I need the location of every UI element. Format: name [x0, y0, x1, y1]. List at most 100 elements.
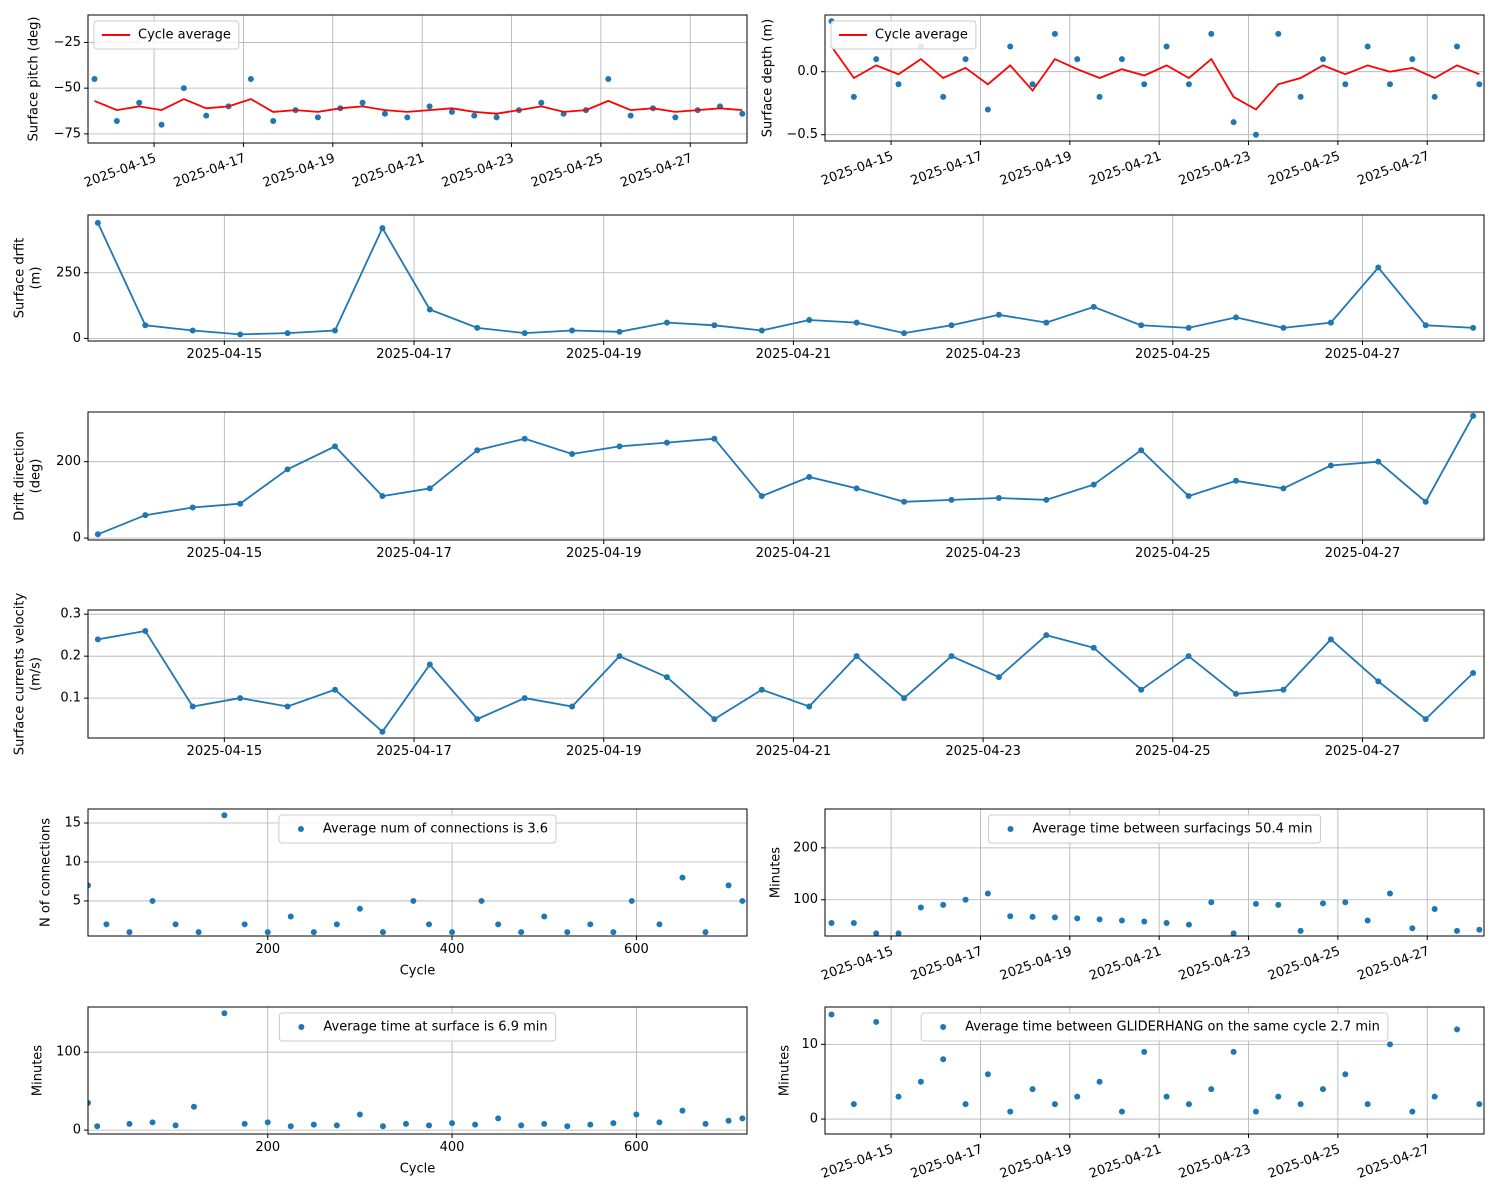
point — [1280, 686, 1287, 693]
x-tick-label: 2025-04-23 — [1177, 944, 1253, 984]
point — [142, 627, 149, 634]
point — [103, 921, 110, 928]
point — [136, 99, 143, 106]
point — [984, 1071, 991, 1078]
point — [1252, 131, 1259, 138]
point — [1470, 669, 1477, 676]
point — [1327, 636, 1334, 643]
point — [203, 112, 210, 119]
point — [1230, 119, 1237, 126]
panel: 5 10 15 200 400 600 N of connections Cycle Avera… — [39, 808, 748, 979]
y-tick-label: 0 — [810, 1112, 818, 1127]
point — [472, 1121, 479, 1128]
y-tick-label: −25 — [54, 35, 81, 50]
point — [172, 1122, 179, 1129]
point — [1342, 81, 1349, 88]
point — [1476, 926, 1483, 933]
point — [1431, 906, 1438, 913]
point — [1208, 1086, 1215, 1093]
point — [758, 327, 765, 334]
point — [1297, 1101, 1304, 1108]
point — [221, 1010, 228, 1017]
y-tick-label: 100 — [56, 1045, 81, 1060]
point — [1319, 56, 1326, 63]
point — [806, 473, 813, 480]
point — [1422, 716, 1429, 723]
point — [569, 703, 576, 710]
point — [495, 1115, 502, 1122]
line — [97, 222, 1474, 336]
point — [449, 1120, 456, 1127]
point — [962, 896, 969, 903]
point — [474, 447, 481, 454]
point — [359, 99, 366, 106]
x-tick-label: 2025-04-23 — [945, 546, 1021, 561]
point — [1208, 899, 1215, 906]
point — [679, 1107, 686, 1114]
x-tick-label: 2025-04-21 — [1087, 944, 1163, 984]
point — [806, 703, 813, 710]
x-tick-label: 2025-04-25 — [1266, 1142, 1342, 1182]
point — [521, 695, 528, 702]
point — [1163, 920, 1170, 927]
point — [569, 451, 576, 458]
point — [962, 56, 969, 63]
point — [1364, 43, 1371, 50]
point — [663, 674, 670, 681]
point — [426, 921, 433, 928]
y-axis-label: (m) — [29, 267, 44, 290]
x-axis-label: Cycle — [400, 1162, 436, 1177]
x-tick-label: 600 — [624, 942, 649, 957]
point — [627, 112, 634, 119]
point — [1233, 314, 1240, 321]
point — [195, 929, 202, 936]
point — [1297, 93, 1304, 100]
point — [587, 921, 594, 928]
point — [1043, 496, 1050, 503]
panel: −0.5 0.0 2025-04-15 2025-04-17 2025-04-19 202… — [761, 14, 1485, 189]
point — [1454, 927, 1461, 934]
x-tick-label: 2025-04-19 — [998, 1142, 1074, 1182]
point — [379, 929, 386, 936]
y-tick-label: 200 — [793, 840, 818, 855]
point — [189, 327, 196, 334]
y-tick-label: −50 — [54, 81, 81, 96]
point — [264, 929, 271, 936]
point — [656, 1119, 663, 1126]
x-tick-label: 2025-04-25 — [1135, 744, 1211, 759]
line — [97, 630, 1474, 734]
plot-area — [88, 1010, 746, 1130]
point — [1375, 264, 1382, 271]
point — [1138, 322, 1145, 329]
y-axis-label: Surface drfit — [13, 238, 28, 319]
x-tick-label: 2025-04-17 — [172, 151, 248, 191]
point — [850, 1101, 857, 1108]
y-tick-label: 0 — [73, 1123, 81, 1138]
legend: Average time between surfacings 50.4 min — [987, 814, 1322, 844]
point — [1275, 901, 1282, 908]
point — [569, 327, 576, 334]
x-axis-label: Cycle — [400, 964, 436, 979]
y-axis-label: (deg) — [29, 459, 44, 494]
point — [1470, 412, 1477, 419]
y-axis-label: Surface pitch (deg) — [27, 17, 42, 142]
panel: 0.1 0.2 0.3 2025-04-15 2025-04-17 2025-04-19 2… — [13, 593, 1485, 759]
point — [758, 493, 765, 500]
point — [901, 498, 908, 505]
point — [1375, 458, 1382, 465]
point — [995, 494, 1002, 501]
x-tick-label: 400 — [440, 942, 465, 957]
point — [474, 716, 481, 723]
legend: Average num of connections is 3.6 — [278, 814, 557, 844]
point — [493, 114, 500, 121]
point — [180, 85, 187, 92]
point — [739, 1115, 746, 1122]
y-tick-label: 100 — [793, 892, 818, 907]
point — [426, 661, 433, 668]
point — [126, 929, 133, 936]
point — [663, 319, 670, 326]
y-tick-label: 200 — [56, 454, 81, 469]
legend-box — [278, 1012, 557, 1042]
point — [616, 653, 623, 660]
point — [1029, 81, 1036, 88]
